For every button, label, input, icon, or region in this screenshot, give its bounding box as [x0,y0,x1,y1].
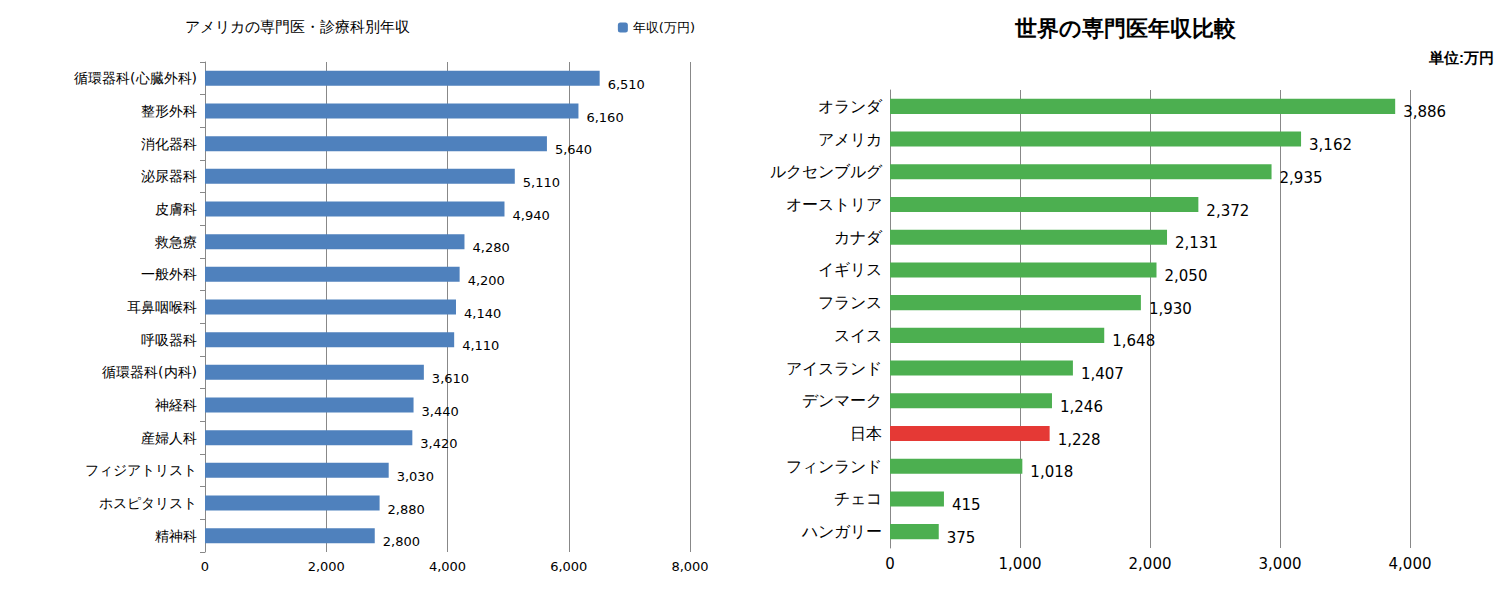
svg-text:8,000: 8,000 [671,559,708,574]
svg-text:スイス: スイス [834,326,882,345]
svg-text:4,940: 4,940 [512,208,549,223]
svg-text:循環器科(心臓外科): 循環器科(心臓外科) [74,70,197,86]
svg-text:救急療: 救急療 [154,234,197,250]
svg-text:イギリス: イギリス [818,260,882,279]
svg-text:5,110: 5,110 [523,175,560,190]
svg-text:年収(万円): 年収(万円) [633,20,695,35]
svg-text:6,510: 6,510 [608,77,645,92]
svg-text:循環器科(内科): 循環器科(内科) [102,364,197,380]
svg-text:2,000: 2,000 [308,559,345,574]
svg-text:0: 0 [885,555,895,573]
svg-text:1,246: 1,246 [1060,398,1103,416]
svg-text:単位:万円: 単位:万円 [1428,49,1494,66]
svg-text:皮膚科: 皮膚科 [155,201,197,217]
svg-text:フランス: フランス [818,293,882,312]
svg-text:オランダ: オランダ [818,97,883,116]
svg-text:一般外科: 一般外科 [141,266,197,282]
svg-text:1,018: 1,018 [1030,463,1073,481]
svg-text:日本: 日本 [850,424,882,443]
svg-text:泌尿器科: 泌尿器科 [141,168,197,184]
svg-text:1,228: 1,228 [1058,431,1101,449]
svg-text:カナダ: カナダ [834,228,883,247]
svg-text:耳鼻咽喉科: 耳鼻咽喉科 [127,299,197,315]
svg-text:神経科: 神経科 [155,397,197,413]
svg-text:4,140: 4,140 [464,306,501,321]
svg-text:アメリカの専門医・診療科別年収: アメリカの専門医・診療科別年収 [185,18,410,36]
svg-text:アイスランド: アイスランド [786,359,882,378]
svg-text:3,886: 3,886 [1403,103,1446,121]
svg-text:2,880: 2,880 [388,502,425,517]
svg-text:1,407: 1,407 [1081,365,1124,383]
svg-text:2,935: 2,935 [1280,169,1323,187]
svg-text:世界の専門医年収比較: 世界の専門医年収比較 [1014,16,1237,41]
svg-text:3,000: 3,000 [1259,555,1302,573]
svg-text:2,131: 2,131 [1175,234,1218,252]
svg-text:4,000: 4,000 [1389,555,1432,573]
svg-text:2,000: 2,000 [1129,555,1172,573]
svg-text:アメリカ: アメリカ [818,130,882,149]
svg-text:4,110: 4,110 [462,338,499,353]
svg-text:5,640: 5,640 [555,142,592,157]
svg-text:2,800: 2,800 [383,534,420,549]
svg-text:オーストリア: オーストリア [786,195,882,214]
svg-text:消化器科: 消化器科 [141,136,197,152]
svg-text:ルクセンブルグ: ルクセンブルグ [770,162,883,181]
svg-text:6,000: 6,000 [550,559,587,574]
svg-text:6,160: 6,160 [586,110,623,125]
svg-text:4,280: 4,280 [472,240,509,255]
svg-text:チェコ: チェコ [834,489,882,508]
svg-text:整形外科: 整形外科 [141,103,197,119]
svg-text:3,610: 3,610 [432,371,469,386]
svg-text:デンマーク: デンマーク [802,391,882,410]
svg-text:ハンガリー: ハンガリー [801,522,882,541]
svg-text:3,162: 3,162 [1309,136,1352,154]
svg-text:呼吸器科: 呼吸器科 [141,332,197,348]
svg-text:フィジアトリスト: フィジアトリスト [85,462,197,478]
svg-text:1,000: 1,000 [999,555,1042,573]
svg-text:0: 0 [201,559,209,574]
svg-text:375: 375 [947,529,976,547]
svg-text:ホスピタリスト: ホスピタリスト [99,495,197,511]
svg-text:フィンランド: フィンランド [786,457,882,476]
svg-text:415: 415 [952,496,981,514]
svg-text:4,000: 4,000 [429,559,466,574]
svg-text:1,648: 1,648 [1112,332,1155,350]
svg-text:精神科: 精神科 [155,528,197,544]
svg-text:2,050: 2,050 [1165,267,1208,285]
svg-text:産婦人科: 産婦人科 [141,430,197,446]
svg-text:3,420: 3,420 [420,436,457,451]
svg-text:3,440: 3,440 [422,404,459,419]
svg-text:3,030: 3,030 [397,469,434,484]
svg-text:2,372: 2,372 [1206,202,1249,220]
svg-text:1,930: 1,930 [1149,300,1192,318]
svg-text:4,200: 4,200 [468,273,505,288]
